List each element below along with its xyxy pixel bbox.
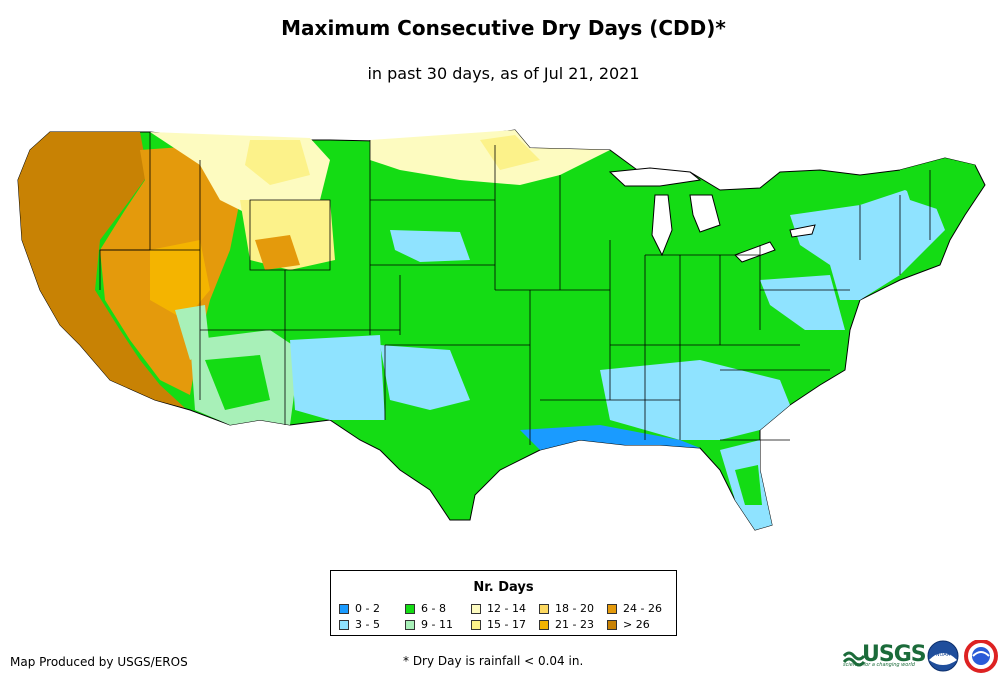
us-dry-days-map bbox=[17, 129, 986, 531]
region-north-dakota bbox=[370, 130, 610, 185]
region-florida-core bbox=[735, 465, 762, 505]
legend-swatch bbox=[339, 603, 349, 614]
region-basin-patch bbox=[150, 240, 210, 320]
lake-michigan bbox=[651, 194, 673, 257]
noaa-label: NOAA bbox=[936, 652, 951, 658]
legend-item: 3 - 5 bbox=[339, 618, 380, 631]
legend-title: Nr. Days bbox=[473, 580, 534, 595]
legend-swatch bbox=[607, 619, 617, 630]
map-subtitle: in past 30 days, as of Jul 21, 2021 bbox=[367, 64, 640, 83]
region-arizona-green bbox=[205, 355, 270, 410]
state-boundaries bbox=[99, 132, 931, 445]
region-nebraska-blue bbox=[390, 230, 470, 262]
region-texas-panhandle bbox=[380, 345, 470, 410]
lake-huron bbox=[689, 194, 721, 233]
usgs-logo-text: USGS bbox=[862, 642, 927, 667]
region-montana-yellow bbox=[245, 140, 310, 185]
legend-item: 9 - 11 bbox=[405, 618, 453, 631]
legend-item: > 26 bbox=[607, 618, 650, 631]
legend-swatch bbox=[339, 619, 349, 630]
noaa-icon: NOAA bbox=[927, 640, 959, 672]
map-credit: Map Produced by USGS/EROS bbox=[10, 655, 188, 669]
legend-swatch bbox=[539, 603, 549, 614]
legend-swatch bbox=[607, 603, 617, 614]
region-gulf-coast bbox=[520, 425, 700, 450]
region-northeast bbox=[790, 190, 945, 300]
lake-superior bbox=[608, 167, 702, 187]
usgs-logo bbox=[843, 651, 866, 667]
legend-item: 21 - 23 bbox=[539, 618, 594, 631]
legend-item: 24 - 26 bbox=[607, 602, 662, 615]
region-west-coast bbox=[18, 132, 185, 408]
legend-swatch bbox=[405, 619, 415, 630]
legend-swatch bbox=[539, 619, 549, 630]
legend-item: 15 - 17 bbox=[471, 618, 526, 631]
dry-day-footnote: * Dry Day is rainfall < 0.04 in. bbox=[403, 654, 584, 668]
region-mid-atlantic bbox=[760, 275, 845, 330]
region-wyoming-dry bbox=[255, 235, 300, 270]
legend-swatch bbox=[405, 603, 415, 614]
national-weather-service-icon bbox=[964, 640, 998, 673]
legend-item: 0 - 2 bbox=[339, 602, 380, 615]
legend: Nr. Days 0 - 2 3 - 5 6 - 8 9 - 11 12 - 1… bbox=[330, 570, 677, 636]
usgs-tagline: science for a changing world bbox=[843, 662, 915, 668]
logos: NOAA bbox=[843, 640, 998, 673]
legend-swatch bbox=[471, 603, 481, 614]
lake-ontario bbox=[789, 224, 816, 238]
map-title: Maximum Consecutive Dry Days (CDD)* bbox=[281, 16, 726, 40]
region-new-england-green bbox=[900, 158, 975, 210]
legend-swatch bbox=[471, 619, 481, 630]
legend-item: 6 - 8 bbox=[405, 602, 446, 615]
region-new-mexico bbox=[290, 335, 385, 420]
region-southeast bbox=[600, 360, 790, 440]
lake-erie bbox=[734, 241, 776, 263]
legend-item: 18 - 20 bbox=[539, 602, 594, 615]
legend-item: 12 - 14 bbox=[471, 602, 526, 615]
